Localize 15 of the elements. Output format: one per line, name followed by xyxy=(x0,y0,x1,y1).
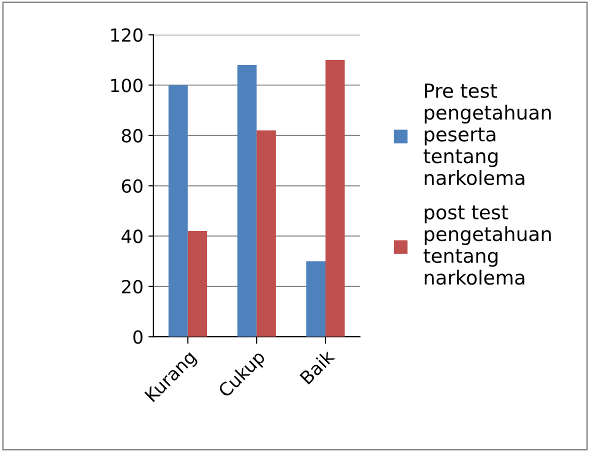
y-tick-label: 80 xyxy=(122,128,142,143)
y-tick-label: 100 xyxy=(111,78,142,92)
y-tick-label: 120 xyxy=(111,28,142,42)
y-tick-label: 60 xyxy=(122,179,142,193)
bar xyxy=(325,60,345,337)
legend-label: post test pengetahuan tentang narkolema xyxy=(424,206,551,285)
legend-label: Pre test pengetahuan peserta tentang narkolema xyxy=(424,84,551,186)
y-tick-label: 20 xyxy=(122,280,142,294)
y-tick-label: 40 xyxy=(122,230,142,244)
bar xyxy=(306,261,326,337)
y-tick-label: 0 xyxy=(133,330,142,344)
bar xyxy=(237,65,257,337)
bar xyxy=(188,231,208,337)
bar xyxy=(168,85,188,337)
bar xyxy=(256,130,276,337)
